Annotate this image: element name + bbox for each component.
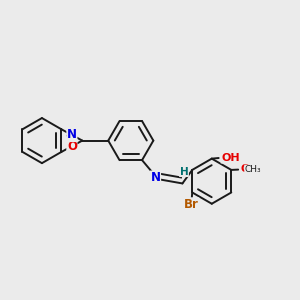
Text: N: N <box>67 128 77 142</box>
Text: CH₃: CH₃ <box>244 165 261 174</box>
Text: O: O <box>240 164 249 174</box>
Text: H: H <box>180 167 188 176</box>
Text: OH: OH <box>221 153 240 163</box>
Text: N: N <box>151 171 160 184</box>
Text: Br: Br <box>184 198 199 211</box>
Text: O: O <box>67 140 77 153</box>
